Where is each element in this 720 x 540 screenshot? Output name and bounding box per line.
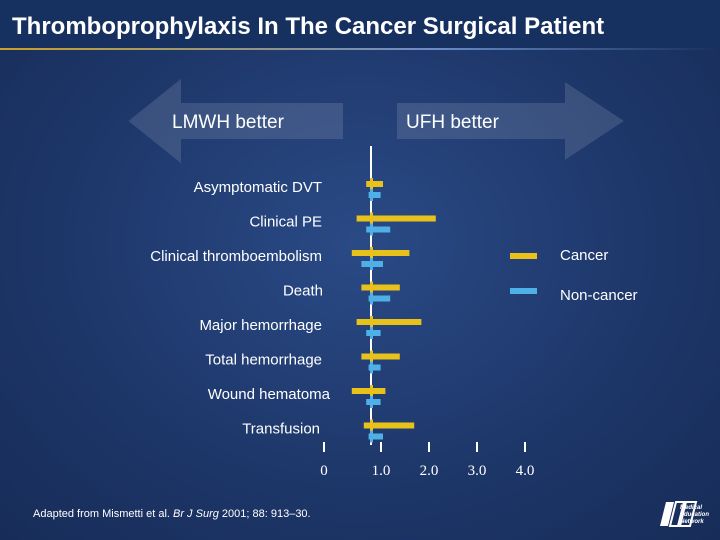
category-label: Major hemorrhage [199, 317, 322, 334]
ci-bars [351, 178, 436, 443]
x-tick-label: 4.0 [516, 463, 535, 479]
cancer-ci-bar [351, 250, 410, 256]
cancer-point-estimate [370, 281, 373, 294]
legend-label-non-cancer: Non-cancer [560, 287, 638, 304]
cancer-point-estimate [370, 212, 373, 225]
non-cancer-ci-bar [368, 433, 383, 440]
category-label: Total hemorrhage [205, 352, 322, 369]
non-cancer-point-estimate [370, 430, 373, 443]
non-cancer-ci-bar [366, 330, 381, 336]
cancer-point-estimate [370, 316, 373, 328]
category-label: Asymptomatic DVT [194, 179, 322, 196]
legend-swatch-non-cancer [510, 288, 537, 294]
category-labels: Asymptomatic DVT Clinical PE Clinical thro… [150, 179, 330, 438]
non-cancer-ci-bar [368, 364, 381, 371]
x-tick-label: 1.0 [372, 463, 391, 479]
left-arrow-label: LMWH better [172, 112, 285, 133]
category-label: Death [283, 283, 323, 300]
cancer-point-estimate [370, 350, 373, 363]
left-arrow [128, 78, 343, 164]
cancer-point-estimate [370, 178, 373, 190]
non-cancer-ci-bar [368, 192, 381, 198]
source-prefix: Adapted from Mismetti et al. [33, 508, 173, 520]
non-cancer-point-estimate [370, 189, 373, 201]
non-cancer-point-estimate [370, 223, 373, 236]
cancer-point-estimate [370, 419, 373, 432]
cancer-point-estimate [370, 247, 373, 259]
page-title: Thromboprophylaxis In The Cancer Surgica… [12, 13, 605, 40]
cancer-ci-bar [361, 284, 400, 291]
x-tick-label: 3.0 [468, 463, 487, 479]
logo-text: Medical Education Network [680, 505, 710, 525]
legend-swatch-cancer [510, 253, 537, 259]
non-cancer-ci-bar [366, 399, 381, 405]
x-axis: 0 1.0 2.0 3.0 4.0 [320, 442, 534, 479]
cancer-ci-bar [356, 215, 436, 222]
non-cancer-point-estimate [370, 361, 373, 374]
right-arrow-label: UFH better [406, 112, 500, 133]
non-cancer-point-estimate [370, 258, 373, 270]
cancer-ci-bar [363, 422, 415, 429]
non-cancer-point-estimate [370, 396, 373, 408]
source-journal: Br J Surg [173, 508, 219, 520]
cancer-ci-bar [366, 181, 383, 187]
category-label: Transfusion [242, 421, 320, 438]
title-bar: Thromboprophylaxis In The Cancer Surgica… [0, 0, 720, 48]
source-suffix: 2001; 88: 913–30. [218, 508, 311, 520]
direction-arrows: LMWH better UFH better [128, 78, 624, 164]
non-cancer-ci-bar [366, 226, 391, 233]
legend-label-cancer: Cancer [560, 247, 608, 264]
right-arrow [397, 82, 624, 160]
cancer-ci-bar [351, 388, 386, 394]
category-label: Clinical thromboembolism [150, 248, 322, 265]
cancer-ci-bar [356, 319, 422, 325]
cancer-point-estimate [370, 385, 373, 397]
category-label: Wound hematoma [208, 386, 331, 403]
title-underline [0, 48, 720, 50]
legend: Cancer Non-cancer [510, 247, 638, 304]
cancer-ci-bar [361, 353, 400, 360]
non-cancer-point-estimate [370, 292, 373, 305]
non-cancer-ci-bar [368, 295, 391, 302]
non-cancer-point-estimate [370, 327, 373, 339]
x-tick-label: 2.0 [420, 463, 439, 479]
category-label: Clinical PE [249, 214, 322, 231]
x-tick-label: 0 [320, 463, 328, 479]
source-citation: Adapted from Mismetti et al. Br J Surg 2… [33, 508, 311, 520]
medical-education-network-logo [660, 501, 698, 527]
